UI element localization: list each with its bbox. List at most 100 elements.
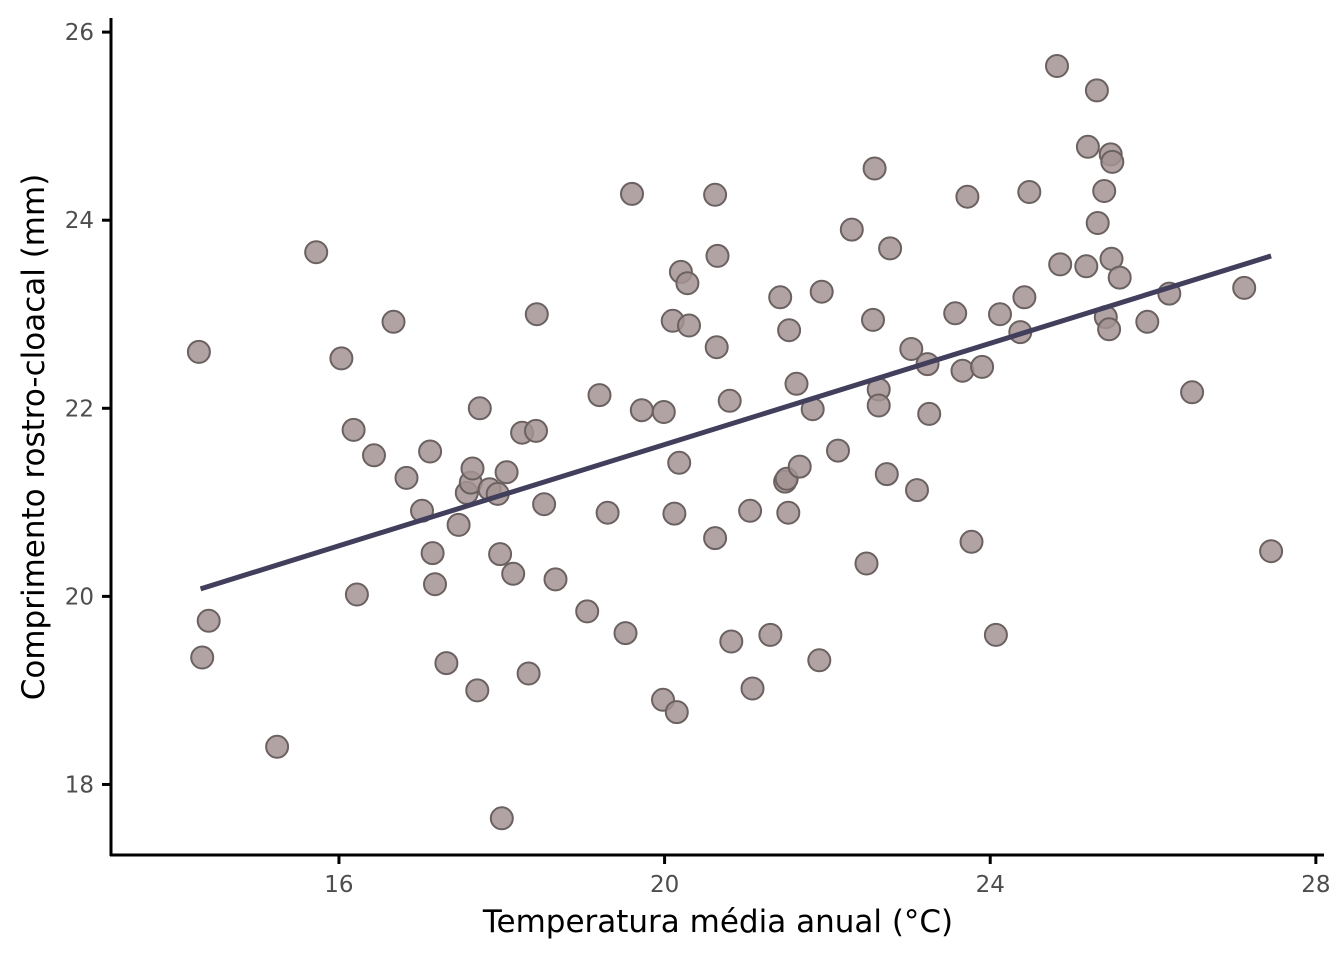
data-point <box>1085 211 1110 235</box>
x-tick-label: 24 <box>976 872 1005 898</box>
data-point <box>959 529 984 554</box>
data-point <box>905 478 929 503</box>
data-point <box>587 383 612 408</box>
data-point <box>467 396 492 421</box>
data-point <box>704 335 729 360</box>
data-point <box>1232 275 1257 300</box>
data-point <box>620 181 644 206</box>
data-point <box>1092 179 1117 203</box>
data-point <box>662 501 687 526</box>
data-point <box>1259 539 1284 564</box>
data-point <box>196 608 221 633</box>
y-tick-label: 26 <box>65 20 94 46</box>
data-point <box>344 582 369 607</box>
data-point <box>667 450 692 475</box>
data-point <box>1017 180 1042 204</box>
data-point <box>304 240 329 265</box>
data-point <box>1180 380 1205 405</box>
data-point <box>186 339 211 364</box>
data-point <box>1048 252 1073 277</box>
y-axis-title: Comprimento rostro-cloacal (mm) <box>16 174 52 701</box>
data-point <box>488 542 513 567</box>
data-point <box>1135 309 1160 334</box>
data-point <box>524 418 548 443</box>
data-point <box>1012 285 1037 310</box>
data-point <box>501 561 526 586</box>
data-point <box>265 734 290 759</box>
data-point <box>955 184 980 209</box>
data-point <box>595 500 620 525</box>
data-point <box>675 271 700 296</box>
data-point <box>768 285 793 310</box>
y-tick-label: 22 <box>65 396 94 422</box>
data-point <box>190 645 215 670</box>
data-point <box>917 401 942 426</box>
data-point <box>740 676 765 701</box>
data-point <box>362 443 386 468</box>
data-point <box>341 417 366 442</box>
data-point <box>943 301 968 326</box>
x-tick-label: 16 <box>324 872 353 898</box>
data-point <box>1074 254 1099 279</box>
data-point <box>861 307 885 332</box>
data-point <box>1100 149 1125 174</box>
data-point <box>777 318 802 343</box>
data-point <box>418 439 443 464</box>
data-point <box>575 599 600 624</box>
data-point <box>826 438 850 463</box>
data-point <box>394 465 419 490</box>
data-point <box>703 526 728 551</box>
data-point <box>1075 134 1100 159</box>
data-point <box>532 492 557 517</box>
data-point <box>381 309 406 334</box>
data-point <box>719 629 744 654</box>
data-point <box>787 454 812 479</box>
data-point <box>988 302 1012 327</box>
data-point <box>854 551 879 576</box>
data-point <box>420 541 445 566</box>
data-point <box>758 622 783 647</box>
data-point <box>866 393 891 418</box>
data-point <box>899 337 924 361</box>
data-point <box>651 400 676 424</box>
data-point <box>776 500 801 525</box>
data-point <box>703 182 728 207</box>
axis-ticks: 16 20 24 28 18 20 22 24 26 <box>65 20 1331 898</box>
data-point <box>1084 78 1109 103</box>
data-point <box>717 388 742 413</box>
data-point <box>970 354 995 379</box>
data-point <box>839 217 864 242</box>
data-point <box>423 572 447 597</box>
data-point <box>629 398 654 423</box>
data-point <box>807 648 832 673</box>
data-point <box>862 156 887 181</box>
data-point <box>434 651 459 676</box>
y-tick-label: 20 <box>65 584 94 610</box>
data-point <box>524 302 549 327</box>
data-point <box>1045 54 1069 78</box>
data-point <box>465 678 490 703</box>
data-point <box>705 243 730 268</box>
data-point <box>664 700 689 725</box>
data-point <box>1097 317 1122 342</box>
data-point <box>446 512 471 537</box>
data-point <box>983 622 1008 647</box>
data-point <box>489 806 514 831</box>
data-point <box>543 567 568 592</box>
data-point <box>1107 265 1132 290</box>
data-point <box>950 358 975 383</box>
data-point <box>784 371 809 396</box>
data-point <box>460 456 485 481</box>
y-tick-label: 24 <box>65 208 94 234</box>
data-point <box>329 346 354 371</box>
data-point <box>878 236 903 261</box>
data-point <box>494 460 519 485</box>
x-tick-label: 28 <box>1301 872 1330 898</box>
data-point <box>677 313 701 338</box>
y-tick-label: 18 <box>65 772 94 798</box>
data-point <box>738 498 763 523</box>
regression-line <box>199 253 1272 592</box>
scatter-points <box>186 54 1284 831</box>
data-point <box>874 462 899 487</box>
